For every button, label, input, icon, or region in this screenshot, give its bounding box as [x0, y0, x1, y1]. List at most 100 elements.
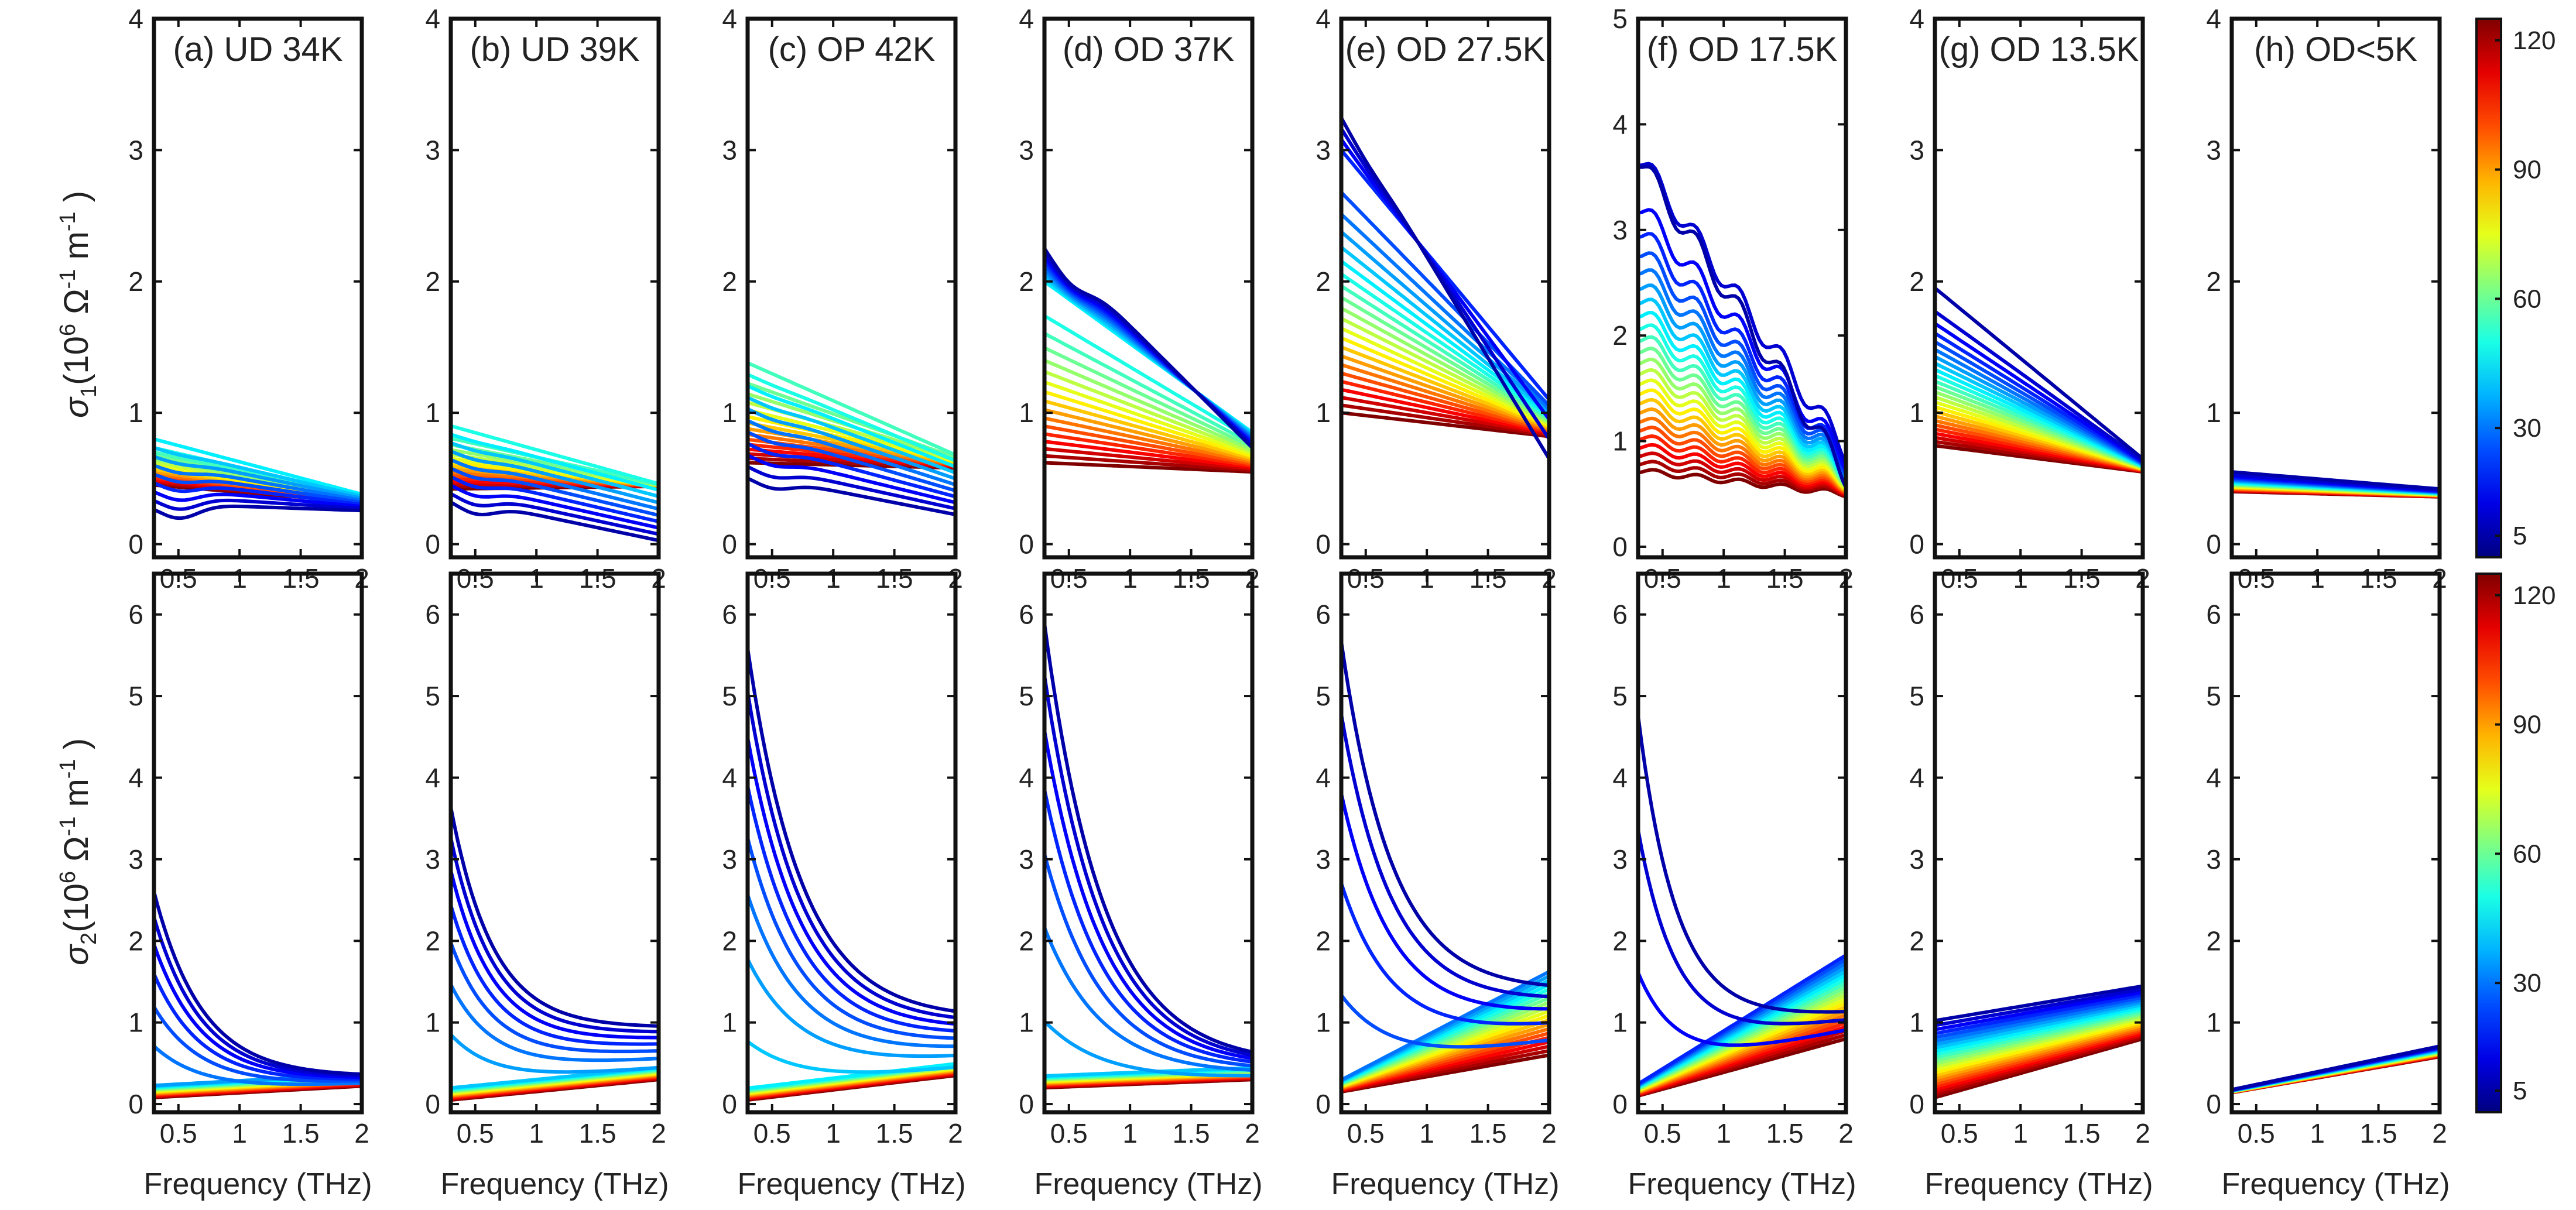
series-line-T30 — [748, 419, 955, 486]
series-line-T70 — [1638, 368, 1846, 489]
series-line-T5 — [748, 477, 955, 516]
x-tick-label: 0.5 — [753, 1118, 791, 1149]
series-line-T50 — [1341, 272, 1549, 419]
y-tick-label: 2 — [1909, 266, 1924, 297]
x-tick-label: 1.5 — [2360, 1118, 2397, 1149]
colorbar-1: 5 30 60 90 120 — [2475, 18, 2556, 558]
x-tick-label: 2 — [2135, 1118, 2150, 1149]
y-tick-label: 2 — [2206, 266, 2221, 297]
series-line-T85 — [1341, 345, 1549, 429]
y-tick-label: 3 — [1612, 844, 1628, 875]
series-line-T70 — [1044, 370, 1252, 454]
series-line-T40 — [154, 446, 362, 498]
series-line-T115 — [1935, 1033, 2143, 1094]
series-line-T25 — [1638, 251, 1846, 476]
panel-title: (c) OP 42K — [768, 30, 936, 68]
series-line-T20 — [1341, 149, 1549, 401]
series-line-T5 — [1935, 286, 2143, 461]
colorbar-tick-label: 30 — [2513, 969, 2541, 998]
colorbars: 5 30 60 90 120 5 30 60 90 120 — [2475, 18, 2556, 1113]
colorbar-frame — [2475, 573, 2502, 1113]
series-line-T15 — [154, 490, 362, 509]
series-line-T20 — [1935, 993, 2143, 1036]
x-tick-label: 1 — [1419, 1118, 1434, 1149]
panel-title: (b) UD 39K — [470, 30, 639, 68]
series-line-T20 — [748, 786, 955, 1033]
sigma1-axis-label: σ1(106 Ω-1 m-1 ) — [56, 191, 101, 418]
panel-title: (e) OD 27.5K — [1345, 30, 1546, 68]
series-line-T125 — [1935, 1037, 2143, 1099]
series-line-T80 — [1044, 390, 1252, 458]
series-line-T50 — [1935, 1007, 2143, 1056]
series-line-T5 — [1935, 984, 2143, 1023]
y-tick-label: 5 — [1612, 4, 1628, 34]
y-tick-label: 0 — [1019, 529, 1034, 560]
series-line-T70 — [1341, 317, 1549, 425]
series-line-T15 — [1638, 208, 1846, 471]
y-tick-label: 4 — [2206, 762, 2221, 793]
x-axis-label: Frequency (THz) — [143, 1167, 372, 1201]
y-tick-label: 4 — [1019, 4, 1034, 34]
series-group-b — [451, 424, 659, 543]
series-group-h2 — [2232, 1044, 2440, 1095]
series-line-T20 — [748, 442, 955, 499]
series-line-T60 — [1935, 1012, 2143, 1062]
x-tick-label: 1.5 — [1173, 1118, 1210, 1149]
panel-frame — [152, 16, 364, 560]
series-line-T25 — [451, 467, 659, 517]
series-line-T5 — [1638, 715, 1846, 1014]
y-tick-label: 3 — [722, 844, 737, 875]
y-tick-label: 1 — [1909, 397, 1924, 428]
y-tick-label: 2 — [722, 266, 737, 297]
x-axis-label: Frequency (THz) — [2221, 1167, 2450, 1201]
y-tick-label: 5 — [2206, 681, 2221, 711]
x-tick-label: 2 — [2432, 1118, 2447, 1149]
series-line-T80 — [1341, 336, 1549, 428]
series-line-T10 — [1341, 714, 1549, 999]
x-tick-label: 1.5 — [1469, 1118, 1507, 1149]
series-line-T25 — [1935, 995, 2143, 1039]
y-tick-label: 1 — [425, 397, 440, 428]
colorbar-tick-label: 120 — [2513, 581, 2556, 610]
y-tick-label: 0 — [722, 529, 737, 560]
series-line-T45 — [1638, 311, 1846, 483]
y-tick-label: 2 — [722, 926, 737, 956]
x-tick-label: 0.5 — [1347, 1118, 1385, 1149]
y-tick-label: 2 — [1316, 266, 1331, 297]
series-line-T60 — [1638, 347, 1846, 486]
colorbar-tick-label: 60 — [2513, 839, 2541, 868]
series-line-T55 — [1638, 335, 1846, 485]
y-tick-label: 0 — [1316, 1089, 1331, 1119]
panel-h2: 0.5 1 1.5 2 0 1 2 3 4 5 6 Frequency (THz) — [2206, 571, 2450, 1201]
y-tick-label: 3 — [2206, 844, 2221, 875]
panel-frame — [1933, 571, 2145, 1115]
x-tick-label: 2 — [354, 1118, 369, 1149]
series-line-T25 — [154, 1006, 362, 1083]
y-tick-label: 0 — [2206, 1089, 2221, 1119]
series-line-T25 — [1044, 853, 1252, 1068]
x-tick-label: 1.5 — [282, 1118, 320, 1149]
y-tick-label: 5 — [128, 681, 143, 711]
series-line-T115 — [1341, 396, 1549, 436]
series-line-T90 — [1044, 408, 1252, 462]
series-group-d — [1044, 247, 1252, 474]
x-tick-label: 2 — [651, 1118, 666, 1149]
y-tick-label: 0 — [425, 1089, 440, 1119]
x-tick-label: 1.5 — [2063, 1118, 2101, 1149]
series-line-T10 — [1638, 829, 1846, 1026]
x-tick-label: 1 — [529, 1118, 544, 1149]
series-line-T5 — [2232, 470, 2440, 491]
series-line-T60 — [1044, 346, 1252, 449]
series-line-T15 — [451, 484, 659, 530]
series-group-g — [1935, 286, 2143, 474]
series-line-T115 — [1044, 447, 1252, 471]
series-line-T40 — [748, 396, 955, 475]
y-tick-label: 6 — [2206, 599, 2221, 630]
y-tick-label: 2 — [425, 926, 440, 956]
y-tick-label: 5 — [1019, 681, 1034, 711]
x-tick-label: 1.5 — [1766, 1118, 1804, 1149]
x-tick-label: 0.5 — [1050, 1118, 1088, 1149]
